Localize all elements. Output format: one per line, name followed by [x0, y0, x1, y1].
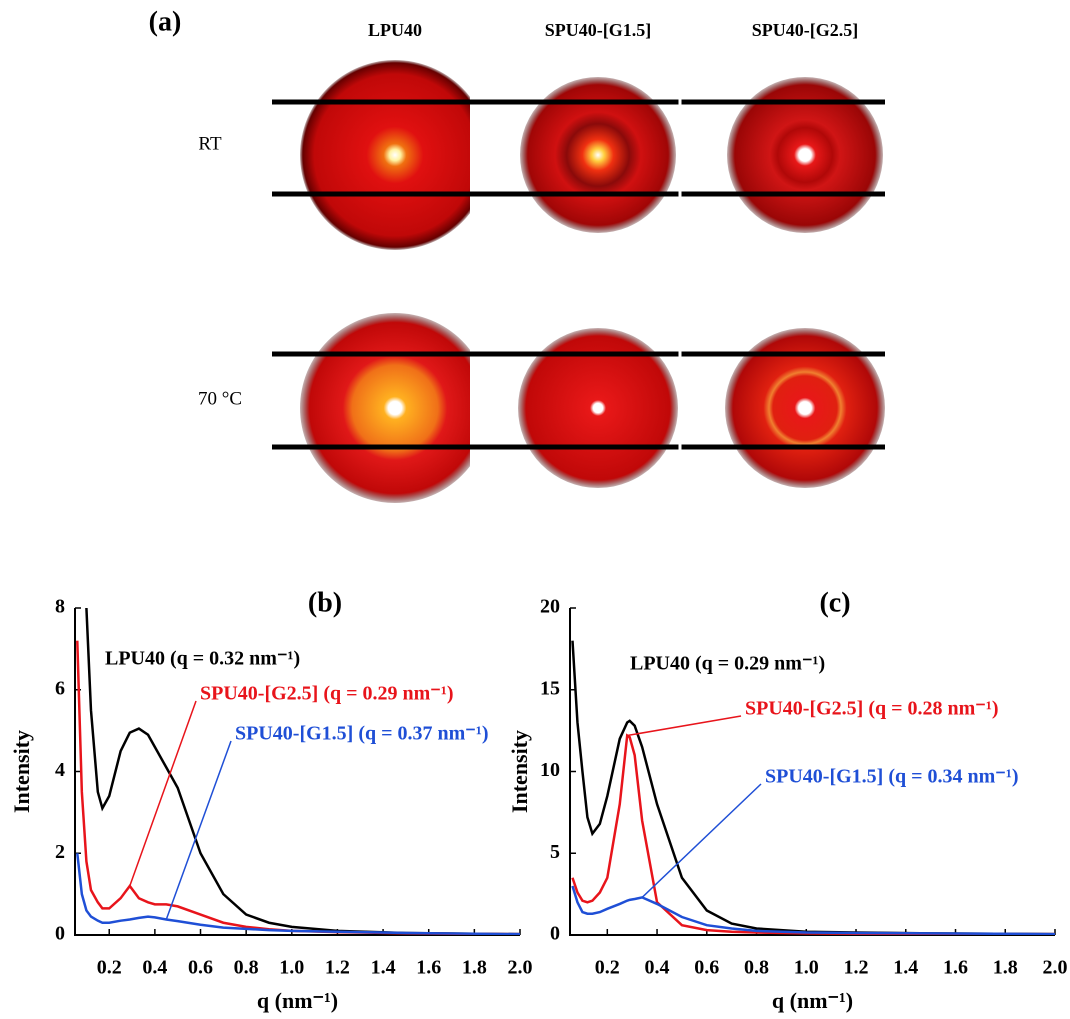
y-tick-label: 4: [55, 759, 65, 781]
x-tick-label: 0.8: [744, 957, 769, 979]
x-tick-label: 0.4: [142, 957, 167, 979]
x-tick-label: 0.6: [694, 957, 719, 979]
column-label: LPU40: [368, 20, 422, 40]
y-tick-label: 8: [55, 596, 65, 618]
leader-line: [627, 715, 742, 737]
x-tick-label: 0.6: [188, 957, 213, 979]
series-line: [76, 853, 520, 935]
leader-line: [641, 783, 762, 898]
y-tick-label: 0: [550, 923, 560, 945]
annotation: SPU40-[G1.5] (q = 0.34 nm⁻¹): [765, 766, 1019, 788]
x-tick-label: 1.8: [993, 957, 1018, 979]
column-label: SPU40-[G2.5]: [752, 20, 859, 40]
x-tick-label: 2.0: [1043, 957, 1068, 979]
axes: [74, 608, 520, 936]
y-tick-label: 2: [55, 841, 65, 863]
row-label: RT: [198, 133, 222, 154]
column-label: SPU40-[G1.5]: [545, 20, 652, 40]
leader-line: [129, 700, 197, 887]
x-tick-label: 1.2: [325, 957, 350, 979]
annotation: SPU40-[G1.5] (q = 0.37 nm⁻¹): [235, 723, 489, 745]
x-tick-label: 1.4: [893, 957, 918, 979]
guide-lines: [272, 99, 885, 450]
saxs-patterns: [272, 60, 885, 540]
series-line: [85, 608, 520, 935]
x-tick-label: 1.0: [794, 957, 819, 979]
y-tick-label: 0: [55, 923, 65, 945]
annotation: LPU40 (q = 0.32 nm⁻¹): [105, 648, 300, 670]
x-tick-label: 0.8: [234, 957, 259, 979]
annotation: LPU40 (q = 0.29 nm⁻¹): [630, 653, 825, 675]
series-line: [571, 885, 1055, 935]
y-tick-label: 10: [540, 759, 560, 781]
x-tick-label: 1.0: [279, 957, 304, 979]
x-tick-label: 0.2: [595, 957, 620, 979]
x-tick-label: 1.8: [462, 957, 487, 979]
x-tick-label: 1.4: [371, 957, 396, 979]
y-axis-label: Intensity: [9, 730, 34, 813]
x-tick-label: 1.6: [416, 957, 441, 979]
x-tick-label: 2.0: [508, 957, 533, 979]
y-tick-label: 15: [540, 677, 560, 699]
series-line: [571, 640, 1055, 935]
x-tick-label: 1.6: [943, 957, 968, 979]
leader-line: [165, 740, 232, 920]
y-tick-label: 5: [550, 841, 560, 863]
x-tick-label: 1.2: [844, 957, 869, 979]
annotation: SPU40-[G2.5] (q = 0.29 nm⁻¹): [200, 683, 454, 705]
y-axis-label: Intensity: [507, 730, 532, 813]
y-tick-label: 20: [540, 596, 560, 618]
x-axis-label: q (nm⁻¹): [772, 988, 853, 1013]
pattern: [300, 313, 470, 503]
row-label: 70 °C: [198, 388, 242, 409]
panel-label: (a): [149, 6, 182, 37]
x-tick-label: 0.4: [645, 957, 670, 979]
x-axis-label: q (nm⁻¹): [257, 988, 338, 1013]
chart-title: (c): [819, 587, 850, 618]
annotation: SPU40-[G2.5] (q = 0.28 nm⁻¹): [745, 698, 999, 720]
y-tick-label: 6: [55, 677, 65, 699]
chart-title: (b): [308, 587, 342, 618]
x-tick-label: 0.2: [97, 957, 122, 979]
pattern: [300, 60, 470, 250]
